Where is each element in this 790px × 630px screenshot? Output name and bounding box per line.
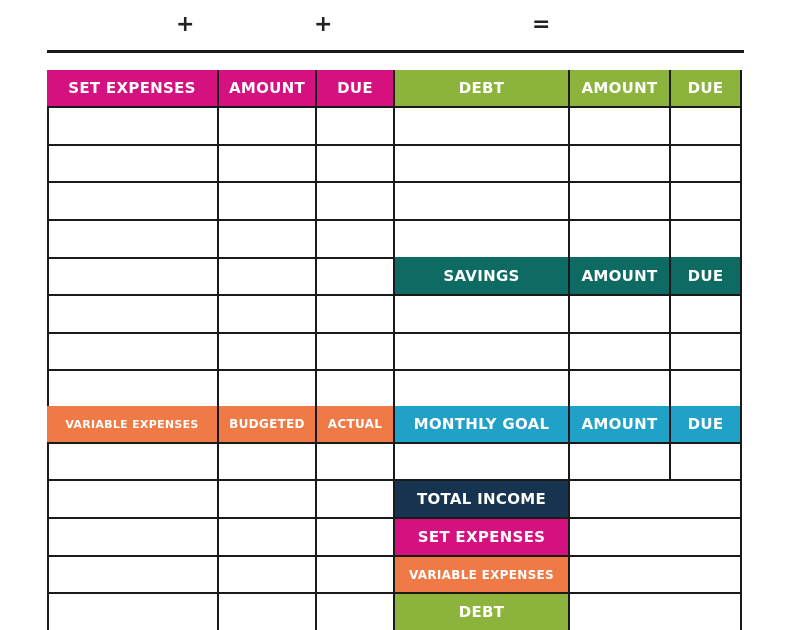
grid-vline <box>568 70 570 630</box>
grid-hline <box>393 144 742 146</box>
grid-vline <box>217 70 219 630</box>
grid-hline <box>47 219 395 221</box>
grid-vline <box>315 70 317 630</box>
summary-set-expenses-label: SET EXPENSES <box>395 519 568 555</box>
equation-underline <box>47 50 744 53</box>
grid-hline <box>393 517 742 519</box>
summary-total-income-label: TOTAL INCOME <box>395 481 568 517</box>
variable-expenses-actual-header: ACTUAL <box>317 406 393 442</box>
grid-hline <box>47 369 395 371</box>
plus-sign-1: + <box>176 12 195 37</box>
debt-amount-header: AMOUNT <box>570 70 669 106</box>
grid-hline <box>393 181 742 183</box>
grid-hline <box>47 106 395 108</box>
grid-hline <box>47 592 395 594</box>
grid-hline <box>47 517 395 519</box>
debt-due-header: DUE <box>671 70 740 106</box>
grid-hline <box>47 479 395 481</box>
grid-vline <box>669 70 671 480</box>
grid-hline <box>47 332 395 334</box>
plus-sign-2: + <box>314 12 333 37</box>
summary-debt-label: DEBT <box>395 594 568 630</box>
set-expenses-due-header: DUE <box>317 70 393 106</box>
grid-hline <box>47 294 395 296</box>
grid-hline <box>47 181 395 183</box>
equals-sign: = <box>532 12 551 37</box>
grid-vline <box>47 70 49 630</box>
grid-hline <box>393 219 742 221</box>
grid-hline <box>393 294 742 296</box>
set-expenses-amount-header: AMOUNT <box>219 70 315 106</box>
grid-hline <box>393 479 742 481</box>
monthly-goal-header: MONTHLY GOAL <box>395 406 568 442</box>
monthly-goal-amount-header: AMOUNT <box>570 406 669 442</box>
variable-expenses-header: VARIABLE EXPENSES <box>47 406 217 442</box>
grid-hline <box>393 442 742 444</box>
grid-vline <box>740 70 742 630</box>
grid-hline <box>393 592 742 594</box>
variable-expenses-budgeted-header: BUDGETED <box>219 406 315 442</box>
savings-due-header: DUE <box>671 257 740 294</box>
grid-hline <box>393 369 742 371</box>
debt-header: DEBT <box>395 70 568 106</box>
grid-hline <box>393 106 742 108</box>
grid-hline <box>47 555 395 557</box>
savings-amount-header: AMOUNT <box>570 257 669 294</box>
grid-hline <box>47 144 395 146</box>
budget-grid: SET EXPENSES AMOUNT DUE DEBT AMOUNT DUE … <box>47 70 742 630</box>
grid-hline <box>47 257 395 259</box>
monthly-goal-due-header: DUE <box>671 406 740 442</box>
grid-hline <box>393 555 742 557</box>
set-expenses-header: SET EXPENSES <box>47 70 217 106</box>
savings-header: SAVINGS <box>395 257 568 294</box>
grid-vline <box>393 70 395 630</box>
summary-variable-expenses-label: VARIABLE EXPENSES <box>395 557 568 592</box>
grid-hline <box>393 332 742 334</box>
grid-hline <box>47 442 395 444</box>
